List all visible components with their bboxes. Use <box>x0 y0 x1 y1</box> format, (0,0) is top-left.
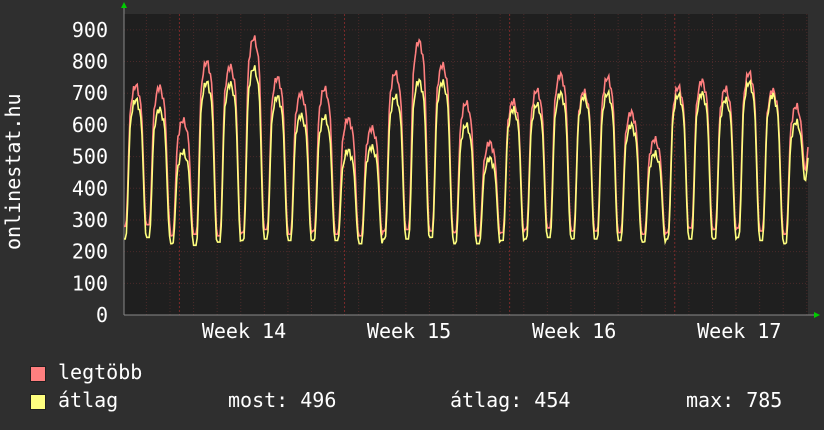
legend-label-avg: átlag <box>58 388 119 412</box>
y-tick-label: 600 <box>72 113 108 137</box>
y-tick-label: 300 <box>72 208 108 232</box>
legend-row-avg: átlag most: 496 átlag: 454 max: 785 <box>30 388 810 416</box>
x-axis-arrow <box>814 312 820 318</box>
legend-row-max: legtöbb <box>30 360 810 388</box>
stat-most: most: 496 <box>228 388 337 412</box>
stat-atlag: átlag: 454 <box>450 388 571 412</box>
grid-lines <box>121 2 820 318</box>
y-tick-label: 700 <box>72 81 108 105</box>
plot-area <box>124 14 808 315</box>
y-axis-arrow <box>121 2 127 8</box>
y-tick-label: 100 <box>72 271 108 295</box>
legend-label-max: legtöbb <box>58 360 143 384</box>
stat-max: max: 785 <box>686 388 783 412</box>
y-tick-label: 0 <box>96 303 108 327</box>
y-tick-label: 200 <box>72 240 108 264</box>
chart: 0 100 200 300 400 500 600 700 800 900 Week 14 Week … <box>1 2 820 343</box>
axis-tick-labels: 0 100 200 300 400 500 600 700 800 900 Week 14 Week … <box>72 18 782 343</box>
x-tick-label: Week 16 <box>532 319 616 343</box>
x-tick-label: Week 15 <box>367 319 451 343</box>
y-tick-label: 400 <box>72 176 108 200</box>
y-tick-label: 900 <box>72 18 108 42</box>
series-lines <box>124 35 809 247</box>
y-axis-label: onlinestat.hu <box>1 93 25 250</box>
y-tick-label: 800 <box>72 50 108 74</box>
legend-swatch-avg <box>30 394 46 410</box>
x-tick-label: Week 14 <box>202 319 286 343</box>
legend: legtöbb átlag most: 496 átlag: 454 max: … <box>30 360 810 416</box>
series-line-atlag <box>124 65 809 247</box>
x-tick-label: Week 17 <box>697 319 781 343</box>
y-tick-label: 500 <box>72 145 108 169</box>
legend-swatch-max <box>30 366 46 382</box>
